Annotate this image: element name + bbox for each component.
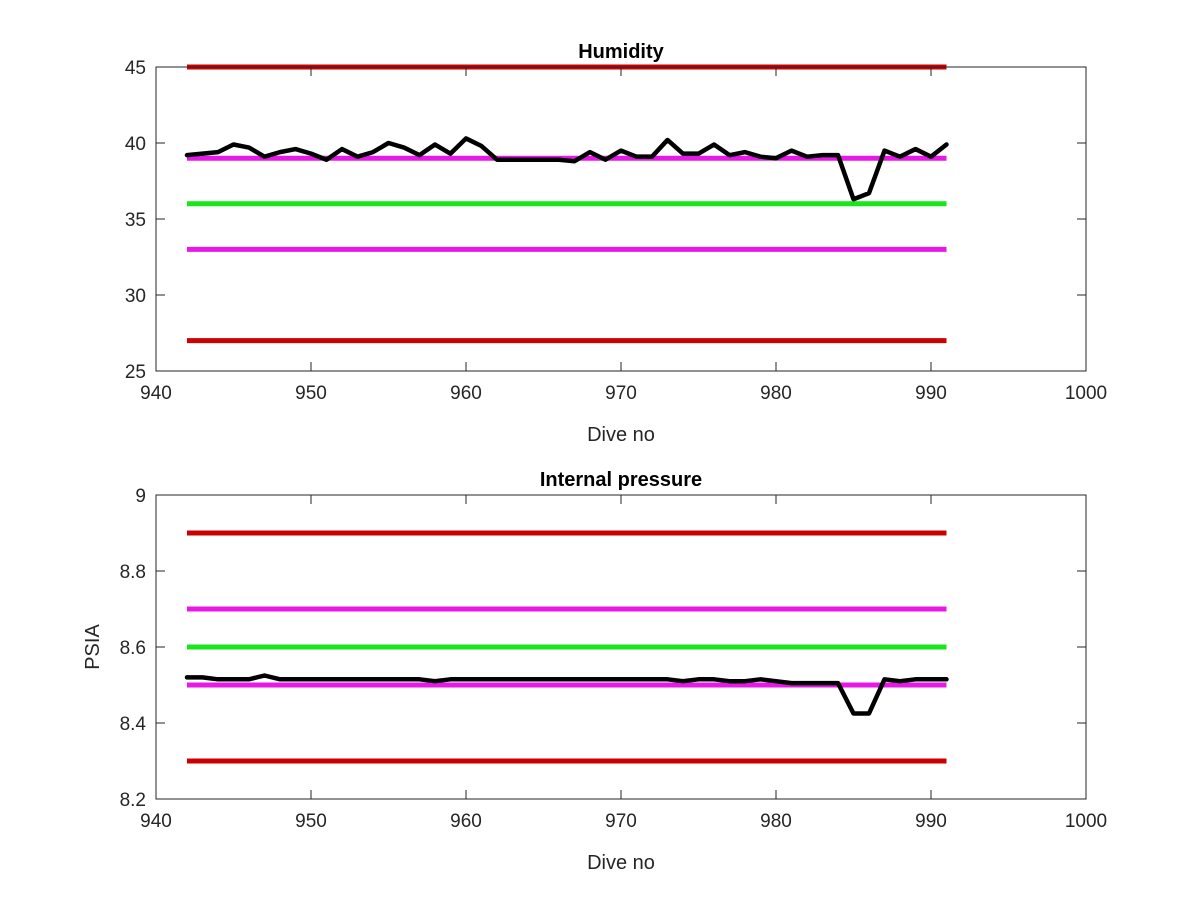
y-axis-label: PSIA xyxy=(82,624,104,670)
x-tick-label: 990 xyxy=(915,811,947,832)
internal-pressure-chart: 940 950 960 970 980 990 1000 8.2 8.4 8.6 8.8 9 Inter… xyxy=(82,469,1107,874)
x-tick-label: 950 xyxy=(295,383,327,404)
chart-title: Humidity xyxy=(578,41,664,63)
y-tick-label: 25 xyxy=(125,362,146,383)
x-tick-label: 980 xyxy=(760,811,792,832)
x-tick-label: 1000 xyxy=(1065,383,1107,404)
data-series-line xyxy=(184,673,949,716)
y-tick-label: 8.8 xyxy=(120,562,146,583)
x-tick-label: 970 xyxy=(605,811,637,832)
axes-box xyxy=(155,66,1087,372)
humidity-chart: 940 950 960 970 980 990 1000 25 30 35 40 45 Humidity… xyxy=(125,41,1107,446)
x-axis-label: Dive no xyxy=(587,424,655,446)
y-tick-label: 9 xyxy=(135,486,146,507)
x-tick-label: 970 xyxy=(605,383,637,404)
x-tick-label: 940 xyxy=(140,811,172,832)
x-axis-label: Dive no xyxy=(587,852,655,874)
x-tick-label: 990 xyxy=(915,383,947,404)
chart-title: Internal pressure xyxy=(540,469,702,491)
x-tick-label: 950 xyxy=(295,811,327,832)
y-tick-label: 30 xyxy=(125,286,146,307)
y-tick-label: 40 xyxy=(125,134,146,155)
x-tick-label: 940 xyxy=(140,383,172,404)
data-series-line xyxy=(184,136,949,202)
y-tick-label: 8.2 xyxy=(120,790,146,811)
y-tick-label: 8.6 xyxy=(120,638,146,659)
x-tick-label: 960 xyxy=(450,383,482,404)
y-tick-label: 8.4 xyxy=(120,714,147,735)
x-tick-label: 980 xyxy=(760,383,792,404)
y-tick-label: 35 xyxy=(125,210,146,231)
y-tick-label: 45 xyxy=(125,58,146,79)
x-tick-label: 1000 xyxy=(1065,811,1107,832)
x-tick-label: 960 xyxy=(450,811,482,832)
